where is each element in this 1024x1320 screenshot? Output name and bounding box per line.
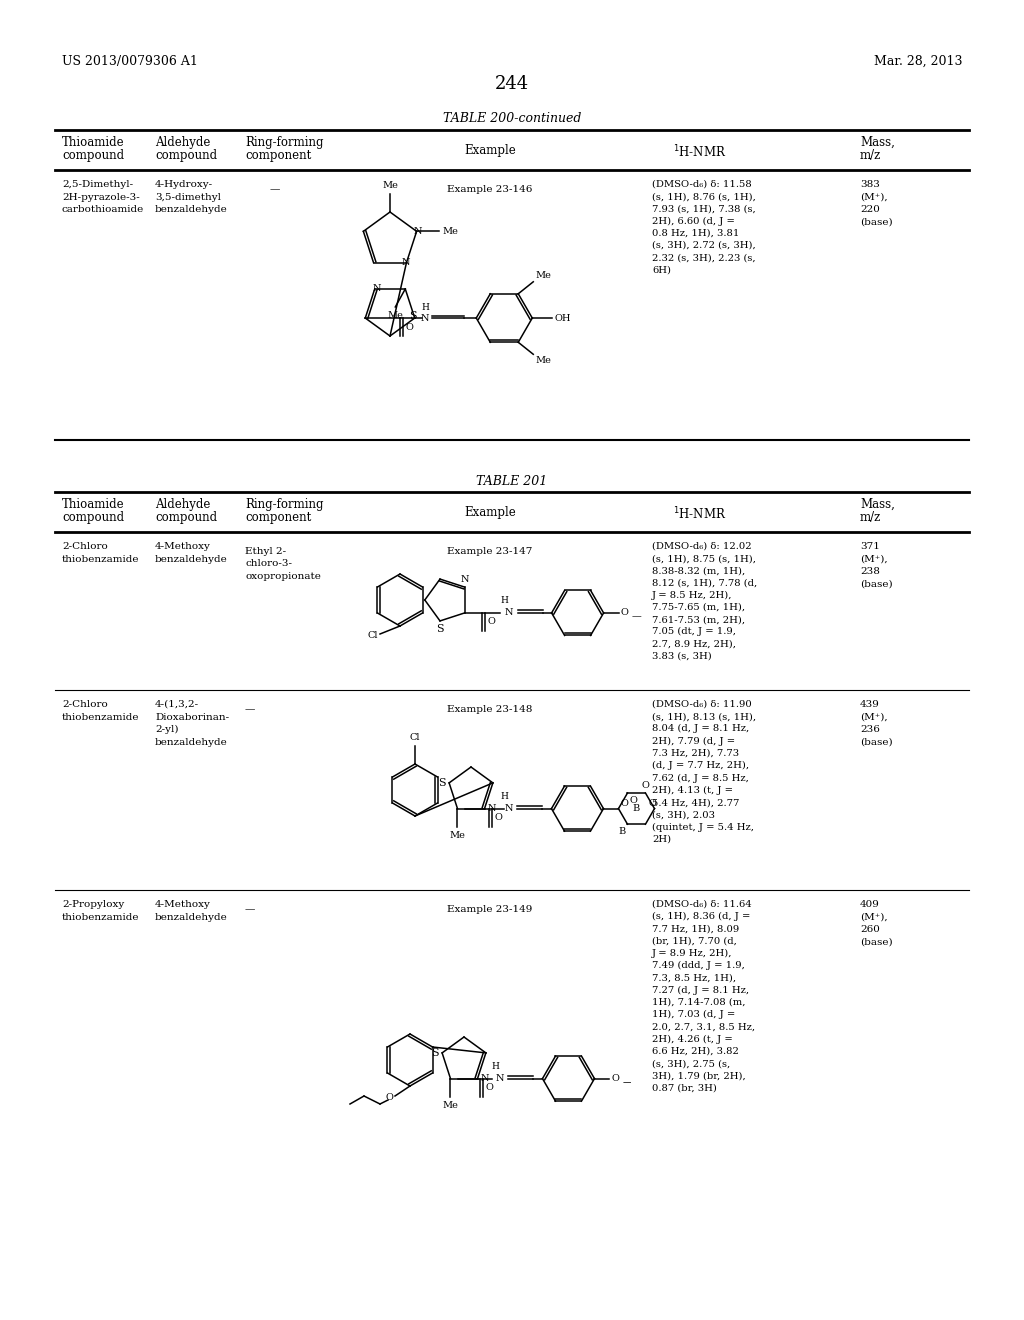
Text: Thioamide: Thioamide — [62, 498, 125, 511]
Text: —: — — [270, 185, 281, 194]
Text: O: O — [621, 799, 629, 808]
Text: compound: compound — [62, 149, 124, 162]
Text: O: O — [495, 813, 503, 822]
Text: TABLE 201: TABLE 201 — [476, 475, 548, 488]
Text: 2-Chloro
thiobenzamide: 2-Chloro thiobenzamide — [62, 700, 139, 722]
Text: Mass,: Mass, — [860, 136, 895, 149]
Text: N: N — [487, 804, 496, 813]
Text: N: N — [505, 609, 513, 618]
Text: N: N — [401, 259, 410, 267]
Text: Me: Me — [536, 271, 551, 280]
Text: —: — — [245, 705, 255, 714]
Text: Thioamide: Thioamide — [62, 136, 125, 149]
Text: Aldehyde: Aldehyde — [155, 498, 210, 511]
Text: Example: Example — [464, 506, 516, 519]
Text: Cl: Cl — [410, 733, 420, 742]
Text: B: B — [633, 804, 640, 813]
Text: Mar. 28, 2013: Mar. 28, 2013 — [873, 55, 962, 69]
Text: N: N — [505, 804, 513, 813]
Text: 4-Methoxy
benzaldehyde: 4-Methoxy benzaldehyde — [155, 543, 227, 564]
Text: US 2013/0079306 A1: US 2013/0079306 A1 — [62, 55, 198, 69]
Text: N: N — [480, 1074, 489, 1084]
Text: $^{1}$H-NMR: $^{1}$H-NMR — [674, 144, 727, 161]
Text: 383
(M⁺),
220
(base): 383 (M⁺), 220 (base) — [860, 180, 893, 227]
Text: 2,5-Dimethyl-
2H-pyrazole-3-
carbothioamide: 2,5-Dimethyl- 2H-pyrazole-3- carbothioam… — [62, 180, 144, 214]
Text: 244: 244 — [495, 75, 529, 92]
Text: 439
(M⁺),
236
(base): 439 (M⁺), 236 (base) — [860, 700, 893, 747]
Text: N: N — [496, 1074, 504, 1084]
Text: 409
(M⁺),
260
(base): 409 (M⁺), 260 (base) — [860, 900, 893, 946]
Text: H: H — [501, 595, 509, 605]
Text: O: O — [406, 322, 413, 331]
Text: S: S — [409, 312, 417, 321]
Text: O: O — [611, 1074, 620, 1084]
Text: O: O — [487, 618, 495, 627]
Text: (DMSO-d₆) δ: 12.02
(s, 1H), 8.75 (s, 1H),
8.38-8.32 (m, 1H),
8.12 (s, 1H), 7.78 : (DMSO-d₆) δ: 12.02 (s, 1H), 8.75 (s, 1H)… — [652, 543, 758, 661]
Text: Mass,: Mass, — [860, 498, 895, 511]
Text: (DMSO-d₆) δ: 11.90
(s, 1H), 8.13 (s, 1H),
8.04 (d, J = 8.1 Hz,
2H), 7.79 (d, J =: (DMSO-d₆) δ: 11.90 (s, 1H), 8.13 (s, 1H)… — [652, 700, 756, 843]
Text: —: — — [245, 906, 255, 913]
Text: (DMSO-d₆) δ: 11.64
(s, 1H), 8.36 (d, J =
7.7 Hz, 1H), 8.09
(br, 1H), 7.70 (d,
J : (DMSO-d₆) δ: 11.64 (s, 1H), 8.36 (d, J =… — [652, 900, 755, 1093]
Text: N: N — [373, 285, 381, 293]
Text: —: — — [632, 612, 641, 622]
Text: S: S — [431, 1048, 439, 1057]
Text: 371
(M⁺),
238
(base): 371 (M⁺), 238 (base) — [860, 543, 893, 589]
Text: 4-Hydroxy-
3,5-dimethyl
benzaldehyde: 4-Hydroxy- 3,5-dimethyl benzaldehyde — [155, 180, 227, 214]
Text: N: N — [414, 227, 422, 236]
Text: O: O — [648, 799, 656, 808]
Text: 2-Chloro
thiobenzamide: 2-Chloro thiobenzamide — [62, 543, 139, 564]
Text: Ring-forming: Ring-forming — [245, 498, 324, 511]
Text: m/z: m/z — [860, 511, 882, 524]
Text: N: N — [421, 314, 429, 322]
Text: Me: Me — [442, 227, 459, 236]
Text: O: O — [385, 1093, 393, 1101]
Text: m/z: m/z — [860, 149, 882, 162]
Text: compound: compound — [155, 511, 217, 524]
Text: —: — — [623, 1078, 631, 1088]
Text: 4-Methoxy
benzaldehyde: 4-Methoxy benzaldehyde — [155, 900, 227, 921]
Text: Me: Me — [450, 830, 466, 840]
Text: Ethyl 2-
chloro-3-
oxopropionate: Ethyl 2- chloro-3- oxopropionate — [245, 546, 321, 581]
Text: component: component — [245, 149, 311, 162]
Text: compound: compound — [62, 511, 124, 524]
Text: O: O — [642, 781, 649, 789]
Text: S: S — [438, 777, 446, 788]
Text: Example 23-149: Example 23-149 — [447, 906, 532, 913]
Text: Example 23-148: Example 23-148 — [447, 705, 532, 714]
Text: OH: OH — [554, 314, 570, 322]
Text: Me: Me — [382, 181, 398, 190]
Text: O: O — [621, 609, 629, 618]
Text: 4-(1,3,2-
Dioxaborinan-
2-yl)
benzaldehyde: 4-(1,3,2- Dioxaborinan- 2-yl) benzaldehy… — [155, 700, 229, 747]
Text: $^{1}$H-NMR: $^{1}$H-NMR — [674, 506, 727, 523]
Text: component: component — [245, 511, 311, 524]
Text: O: O — [630, 796, 637, 805]
Text: H: H — [492, 1061, 500, 1071]
Text: Aldehyde: Aldehyde — [155, 136, 210, 149]
Text: Cl: Cl — [368, 631, 378, 639]
Text: Me: Me — [536, 356, 551, 366]
Text: Ring-forming: Ring-forming — [245, 136, 324, 149]
Text: Example 23-146: Example 23-146 — [447, 185, 532, 194]
Text: B: B — [618, 828, 626, 836]
Text: O: O — [485, 1084, 494, 1092]
Text: TABLE 200-continued: TABLE 200-continued — [442, 112, 582, 125]
Text: (DMSO-d₆) δ: 11.58
(s, 1H), 8.76 (s, 1H),
7.93 (s, 1H), 7.38 (s,
2H), 6.60 (d, J: (DMSO-d₆) δ: 11.58 (s, 1H), 8.76 (s, 1H)… — [652, 180, 756, 275]
Text: H: H — [501, 792, 509, 801]
Text: S: S — [436, 624, 443, 634]
Text: Example: Example — [464, 144, 516, 157]
Text: compound: compound — [155, 149, 217, 162]
Text: H: H — [421, 304, 429, 312]
Text: 2-Propyloxy
thiobenzamide: 2-Propyloxy thiobenzamide — [62, 900, 139, 921]
Text: N: N — [461, 576, 469, 583]
Text: Me: Me — [387, 312, 403, 319]
Text: Example 23-147: Example 23-147 — [447, 546, 532, 556]
Text: Me: Me — [442, 1101, 459, 1110]
